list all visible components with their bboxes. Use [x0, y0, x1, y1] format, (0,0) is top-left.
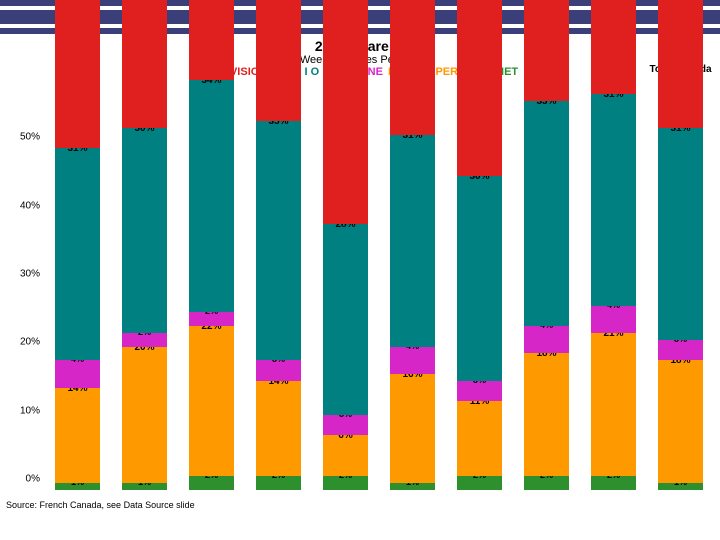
bar-group: $75 m+2%18%4%33%43% — [513, 80, 580, 490]
bar-segment-radio — [390, 135, 436, 347]
bar-segment-radio — [256, 121, 302, 360]
y-tick-label: 40% — [10, 200, 40, 211]
y-tick-label: 10% — [10, 405, 40, 416]
bar-group: 55+2%6%3%28%59% — [312, 80, 379, 490]
bar-group: 25-342%22%2%34%40% — [178, 80, 245, 490]
bar-group: 18+1%14%4%31%51% — [44, 80, 111, 490]
bar-segment-nwsp — [256, 381, 302, 477]
bar-segment-tv — [658, 0, 704, 128]
bar-segment-nwsp — [658, 360, 704, 483]
y-tick-label: 0% — [10, 474, 40, 485]
bar-segment-nwsp — [323, 435, 369, 476]
bar-segment-mag — [524, 326, 570, 353]
bar-segment-tv — [189, 0, 235, 80]
bar-group: Total Canada1%18%3%31%47% — [647, 80, 714, 490]
bar-segment-radio — [55, 148, 101, 360]
bar-segment-tv — [390, 0, 436, 135]
bar-group: M1%16%4%31%48% — [379, 80, 446, 490]
bar-segment-tv — [122, 0, 168, 128]
bar-segment-tv — [256, 0, 302, 121]
bar-segment-mag — [591, 306, 637, 333]
chart-plot: 18+1%14%4%31%51%18-241%20%2%30%46%25-342… — [44, 80, 714, 490]
bar-group: Univ+2%21%4%31%43% — [580, 80, 647, 490]
bar-segment-nwsp — [189, 326, 235, 476]
bar-group: 18-241%20%2%30%46% — [111, 80, 178, 490]
bar-segment-radio — [591, 94, 637, 306]
bar-segment-radio — [524, 101, 570, 327]
bar-segment-radio — [189, 80, 235, 312]
bar-segment-tv — [591, 0, 637, 94]
bar-segment-tv — [55, 0, 101, 148]
chart-container: 2009 Share % of Weekly Minutes Per Capit… — [0, 34, 720, 490]
bar-group: 53%2%11%3%30%53% — [446, 80, 513, 490]
y-tick-label: 30% — [10, 269, 40, 280]
bar-segment-tv — [457, 0, 503, 176]
y-tick-label: 50% — [10, 132, 40, 143]
bar-segment-nwsp — [55, 388, 101, 484]
bar-segment-nwsp — [524, 353, 570, 476]
bar-segment-mag — [55, 360, 101, 387]
bar-segment-nwsp — [390, 374, 436, 483]
bar-segment-radio — [122, 128, 168, 333]
source-note: Source: French Canada, see Data Source s… — [0, 490, 720, 510]
bar-segment-nwsp — [591, 333, 637, 477]
bar-segment-nwsp — [122, 347, 168, 484]
bar-segment-mag — [390, 347, 436, 374]
bar-segment-nwsp — [457, 401, 503, 476]
bar-segment-radio — [323, 224, 369, 415]
bar-group: 35-542%14%3%35%47% — [245, 80, 312, 490]
chart-area: 18+1%14%4%31%51%18-241%20%2%30%46%25-342… — [44, 80, 714, 490]
bar-segment-radio — [658, 128, 704, 340]
y-tick-label: 20% — [10, 337, 40, 348]
bar-segment-radio — [457, 176, 503, 381]
bar-segment-tv — [524, 0, 570, 101]
bar-segment-tv — [323, 0, 369, 224]
